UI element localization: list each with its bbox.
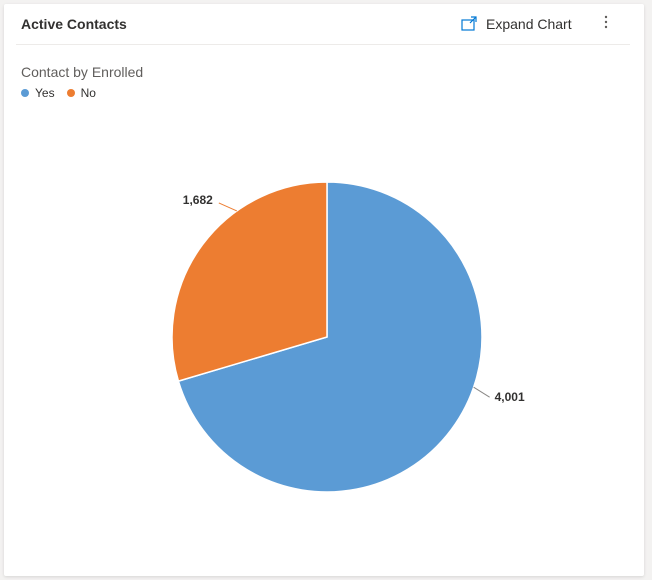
- data-label-yes: 4,001: [495, 390, 525, 404]
- leader-line-yes: [473, 386, 490, 398]
- more-options-button[interactable]: [596, 12, 616, 36]
- expand-icon: [460, 15, 478, 33]
- expand-chart-label: Expand Chart: [486, 16, 572, 32]
- chart-title: Contact by Enrolled: [21, 64, 144, 80]
- leader-line-no: [218, 202, 238, 212]
- pie-slice-no[interactable]: [171, 181, 328, 383]
- legend-item-yes[interactable]: Yes: [21, 86, 55, 100]
- pie-chart: 4,001 1,682: [171, 181, 525, 493]
- legend-label-no: No: [80, 86, 96, 100]
- card-header: Active Contacts Expand Chart: [4, 4, 644, 45]
- expand-chart-button[interactable]: Expand Chart: [460, 12, 572, 36]
- header-divider: [16, 44, 630, 45]
- card-title: Active Contacts: [21, 16, 127, 32]
- chart-legend: Yes No: [21, 86, 96, 100]
- legend-dot-no: [66, 89, 75, 97]
- legend-label-yes: Yes: [35, 86, 55, 100]
- legend-dot-yes: [21, 89, 29, 97]
- data-label-no: 1,682: [183, 193, 213, 207]
- legend-item-no[interactable]: No: [66, 86, 96, 100]
- chart-card: Active Contacts Expand Chart Cont: [4, 4, 644, 576]
- more-vertical-icon: [604, 15, 608, 34]
- pie-slice-yes[interactable]: [177, 181, 483, 493]
